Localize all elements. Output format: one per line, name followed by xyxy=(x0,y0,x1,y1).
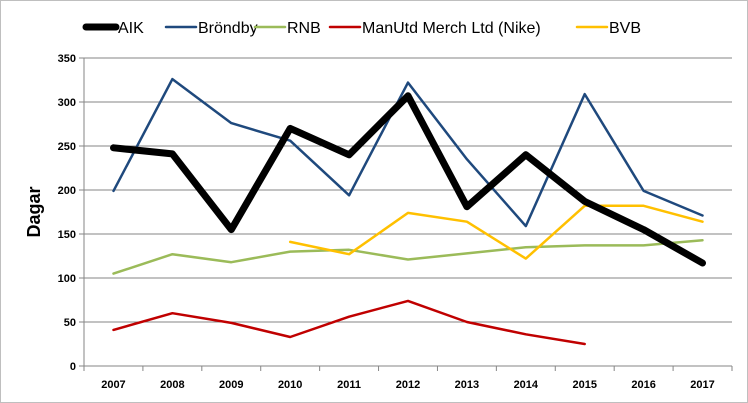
legend-label-bvb: BVB xyxy=(609,20,641,37)
x-tick-label: 2010 xyxy=(278,379,302,391)
x-tick-label: 2014 xyxy=(514,379,539,391)
x-tick-label: 2011 xyxy=(337,379,361,391)
series-line-aik xyxy=(110,92,706,267)
y-tick-label: 200 xyxy=(58,185,76,197)
y-axis-label: Dagar xyxy=(24,186,44,237)
x-tick-labels: 2007 2008 2009 2010 2011 2012 2013 2014 2015 2016… xyxy=(101,379,715,391)
legend-label-rnb: RNB xyxy=(287,20,321,37)
series-line-bvb xyxy=(288,204,704,260)
y-tick-label: 300 xyxy=(58,97,76,109)
y-tick-label: 350 xyxy=(58,53,76,65)
x-tick-label: 2009 xyxy=(219,379,243,391)
x-tick-label: 2008 xyxy=(160,379,184,391)
x-tick-label: 2017 xyxy=(690,379,714,391)
legend: AIK Bröndby RNB ManUtd Merch Ltd (Nike) BVB xyxy=(82,20,641,37)
legend-label-manutd-merch-ltd-nike: ManUtd Merch Ltd (Nike) xyxy=(362,20,541,37)
x-tick-label: 2013 xyxy=(455,379,479,391)
gridlines xyxy=(84,57,732,323)
y-tick-labels: 0 50 100 150 200 250 300 350 xyxy=(58,53,76,373)
legend-label-br-ndby: Bröndby xyxy=(198,20,258,37)
series-line-rnb xyxy=(112,238,704,275)
y-tick-label: 0 xyxy=(70,361,76,373)
y-tick-label: 100 xyxy=(58,273,76,285)
x-tick-label: 2007 xyxy=(101,379,125,391)
series-lines xyxy=(110,77,706,346)
y-tick-label: 250 xyxy=(58,141,76,153)
x-tick-label: 2012 xyxy=(396,379,420,391)
x-tick-label: 2015 xyxy=(572,379,596,391)
axes xyxy=(79,57,733,371)
series-line-manutd-merch-ltd-nike xyxy=(112,299,586,346)
series-line-br-ndby xyxy=(112,77,704,228)
legend-label-aik: AIK xyxy=(118,20,144,37)
y-tick-label: 50 xyxy=(64,317,76,329)
y-tick-label: 150 xyxy=(58,229,76,241)
x-tick-label: 2016 xyxy=(631,379,655,391)
